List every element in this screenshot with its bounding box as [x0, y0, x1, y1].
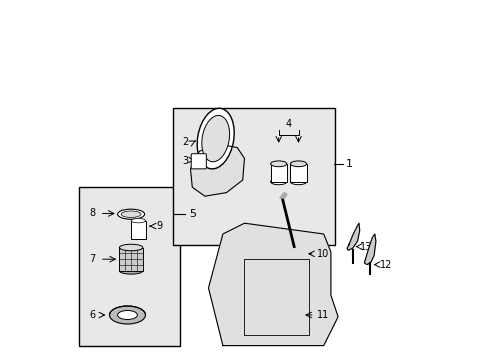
Text: 2: 2 — [182, 137, 188, 147]
Text: 1: 1 — [346, 159, 352, 169]
Ellipse shape — [290, 179, 306, 185]
Ellipse shape — [117, 209, 144, 219]
Ellipse shape — [121, 211, 141, 217]
Ellipse shape — [290, 161, 306, 167]
Text: 11: 11 — [316, 310, 328, 320]
Ellipse shape — [109, 306, 145, 324]
Text: 6: 6 — [89, 310, 95, 320]
Text: 7: 7 — [89, 254, 95, 264]
Bar — [131, 221, 145, 239]
FancyBboxPatch shape — [191, 154, 206, 169]
Bar — [119, 248, 142, 271]
Ellipse shape — [131, 219, 145, 223]
Text: 13: 13 — [359, 242, 371, 252]
Text: 3: 3 — [182, 156, 188, 166]
Ellipse shape — [119, 244, 142, 251]
Ellipse shape — [270, 161, 286, 167]
Text: 5: 5 — [188, 209, 195, 219]
Ellipse shape — [202, 116, 229, 162]
Text: 12: 12 — [379, 260, 391, 270]
Polygon shape — [208, 223, 337, 346]
Ellipse shape — [117, 310, 137, 320]
Polygon shape — [364, 234, 375, 265]
Polygon shape — [346, 223, 359, 250]
Ellipse shape — [197, 108, 234, 169]
Text: 4: 4 — [285, 119, 291, 129]
Ellipse shape — [119, 268, 142, 274]
Bar — [290, 164, 306, 182]
Bar — [172, 108, 334, 245]
Polygon shape — [190, 144, 244, 196]
Text: 8: 8 — [89, 208, 95, 219]
Bar — [270, 164, 286, 182]
Text: 9: 9 — [156, 221, 162, 231]
Polygon shape — [279, 193, 286, 198]
Bar — [79, 187, 179, 346]
Text: 10: 10 — [316, 249, 328, 259]
Ellipse shape — [270, 179, 286, 185]
